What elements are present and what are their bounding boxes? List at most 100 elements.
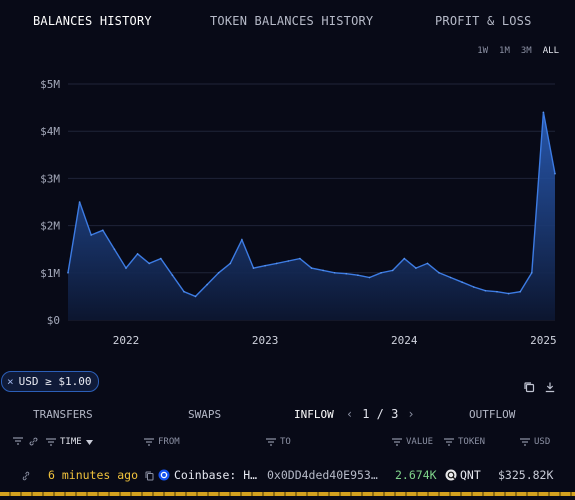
y-tick-label: $0 xyxy=(47,314,60,327)
data-point xyxy=(113,248,116,250)
close-icon[interactable]: × xyxy=(7,375,14,388)
data-point xyxy=(310,267,313,269)
tab-outflow[interactable]: OUTFLOW xyxy=(469,408,516,421)
x-tick-label: 2023 xyxy=(252,334,279,347)
range-all[interactable]: ALL xyxy=(542,46,559,56)
column-token-label: TOKEN xyxy=(458,437,486,447)
data-point xyxy=(322,269,324,272)
data-point xyxy=(531,272,533,274)
column-value-label: VALUE xyxy=(406,437,434,447)
data-point xyxy=(148,262,150,265)
filter-icon xyxy=(144,438,154,446)
column-time-label: TIME xyxy=(60,437,82,447)
coinbase-icon xyxy=(158,469,170,484)
data-point xyxy=(333,272,336,274)
balance-area xyxy=(68,112,555,320)
tab-transfers[interactable]: TRANSFERS xyxy=(33,408,93,421)
range-1w[interactable]: 1W xyxy=(477,46,489,56)
range-3m[interactable]: 3M xyxy=(520,46,532,56)
data-point xyxy=(345,272,348,275)
data-point xyxy=(125,267,127,269)
x-tick-label: 2025 xyxy=(530,334,557,347)
data-point xyxy=(287,260,290,262)
row-time[interactable]: 6 minutes ago xyxy=(48,468,139,482)
data-point xyxy=(461,281,464,284)
data-point xyxy=(415,267,417,269)
row-to[interactable]: 0x0DD4ded40E953… xyxy=(267,468,378,482)
data-point xyxy=(217,272,220,274)
balance-chart: $0 $1M $2M $3M $4M $5M 2022 2023 2024 2025 xyxy=(40,78,557,347)
column-to[interactable]: TO xyxy=(266,437,291,447)
data-point xyxy=(403,257,406,260)
page-indicator: 1 / 3 xyxy=(362,407,399,421)
filter-icon xyxy=(444,438,454,446)
link-icon[interactable] xyxy=(29,437,38,446)
column-time[interactable]: TIME xyxy=(46,437,93,447)
y-tick-label: $3M xyxy=(40,172,60,185)
filter-label: USD ≥ $1.00 xyxy=(18,375,92,388)
progress-bar xyxy=(0,492,575,496)
data-point xyxy=(275,262,278,265)
data-point xyxy=(507,292,510,295)
column-to-label: TO xyxy=(280,437,291,447)
data-point xyxy=(484,289,487,292)
row-usd: $325.82K xyxy=(498,468,554,482)
table-tools xyxy=(523,378,556,393)
y-tick-label: $5M xyxy=(40,78,60,91)
table-tabs: TRANSFERS SWAPS INFLOW OUTFLOW xyxy=(0,408,575,424)
x-tick-label: 2024 xyxy=(391,334,418,347)
next-page-icon[interactable]: › xyxy=(407,407,415,421)
pagination: ‹ 1 / 3 › xyxy=(346,407,415,421)
column-from-label: FROM xyxy=(158,437,180,447)
link-icon[interactable] xyxy=(22,470,30,484)
usd-filter-chip[interactable]: × USD ≥ $1.00 xyxy=(1,371,100,392)
table-header: TIME FROM TO VALUE TOKEN USD xyxy=(0,437,575,451)
tab-profit-loss[interactable]: PROFIT & LOSS xyxy=(435,14,532,28)
data-point xyxy=(136,253,139,255)
column-usd-label: USD xyxy=(534,437,551,447)
x-tick-label: 2022 xyxy=(113,334,140,347)
data-point xyxy=(194,295,197,298)
prev-page-icon[interactable]: ‹ xyxy=(346,407,354,421)
column-usd[interactable]: USD xyxy=(520,437,550,447)
row-token[interactable]: QNT xyxy=(460,468,481,482)
data-point xyxy=(299,257,301,260)
copy-icon[interactable] xyxy=(523,378,535,393)
filter-icon[interactable] xyxy=(13,437,23,445)
data-point xyxy=(473,286,475,288)
data-point xyxy=(183,290,185,293)
filter-icon xyxy=(46,438,56,446)
tab-swaps[interactable]: SWAPS xyxy=(188,408,222,421)
column-from[interactable]: FROM xyxy=(144,437,180,447)
tab-balances-history[interactable]: BALANCES HISTORY xyxy=(33,14,152,28)
range-1m[interactable]: 1M xyxy=(499,46,510,56)
data-point xyxy=(391,269,394,272)
data-point xyxy=(438,272,440,274)
column-token[interactable]: TOKEN xyxy=(444,437,485,447)
data-point xyxy=(426,262,429,265)
data-point xyxy=(102,229,104,232)
row-from[interactable]: Coinbase: H… xyxy=(174,468,258,482)
top-tabs: BALANCES HISTORY TOKEN BALANCES HISTORY … xyxy=(0,14,575,34)
qnt-token-icon xyxy=(445,469,457,484)
tab-token-balances-history[interactable]: TOKEN BALANCES HISTORY xyxy=(210,14,374,28)
column-value[interactable]: VALUE xyxy=(392,437,433,447)
download-icon[interactable] xyxy=(544,378,556,393)
data-point xyxy=(252,267,255,269)
data-point xyxy=(67,272,69,274)
data-point xyxy=(357,274,359,277)
filter-icon xyxy=(266,438,276,446)
copy-icon[interactable] xyxy=(145,470,154,484)
data-point xyxy=(90,234,92,236)
data-point xyxy=(554,172,556,175)
data-point xyxy=(229,262,232,265)
range-selector: 1W 1M 3M ALL xyxy=(477,46,559,56)
data-point xyxy=(542,111,545,114)
tab-inflow[interactable]: INFLOW xyxy=(294,408,334,421)
table-row[interactable]: 6 minutes ago Coinbase: H… 0x0DD4ded40E9… xyxy=(0,468,575,490)
filter-icon xyxy=(392,438,402,446)
data-point xyxy=(519,290,521,293)
sort-desc-icon xyxy=(85,439,93,445)
data-point xyxy=(171,274,174,277)
data-point xyxy=(78,201,81,203)
